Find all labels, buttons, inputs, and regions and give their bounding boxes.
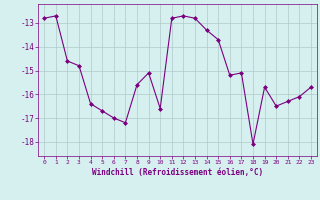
X-axis label: Windchill (Refroidissement éolien,°C): Windchill (Refroidissement éolien,°C) [92,168,263,177]
